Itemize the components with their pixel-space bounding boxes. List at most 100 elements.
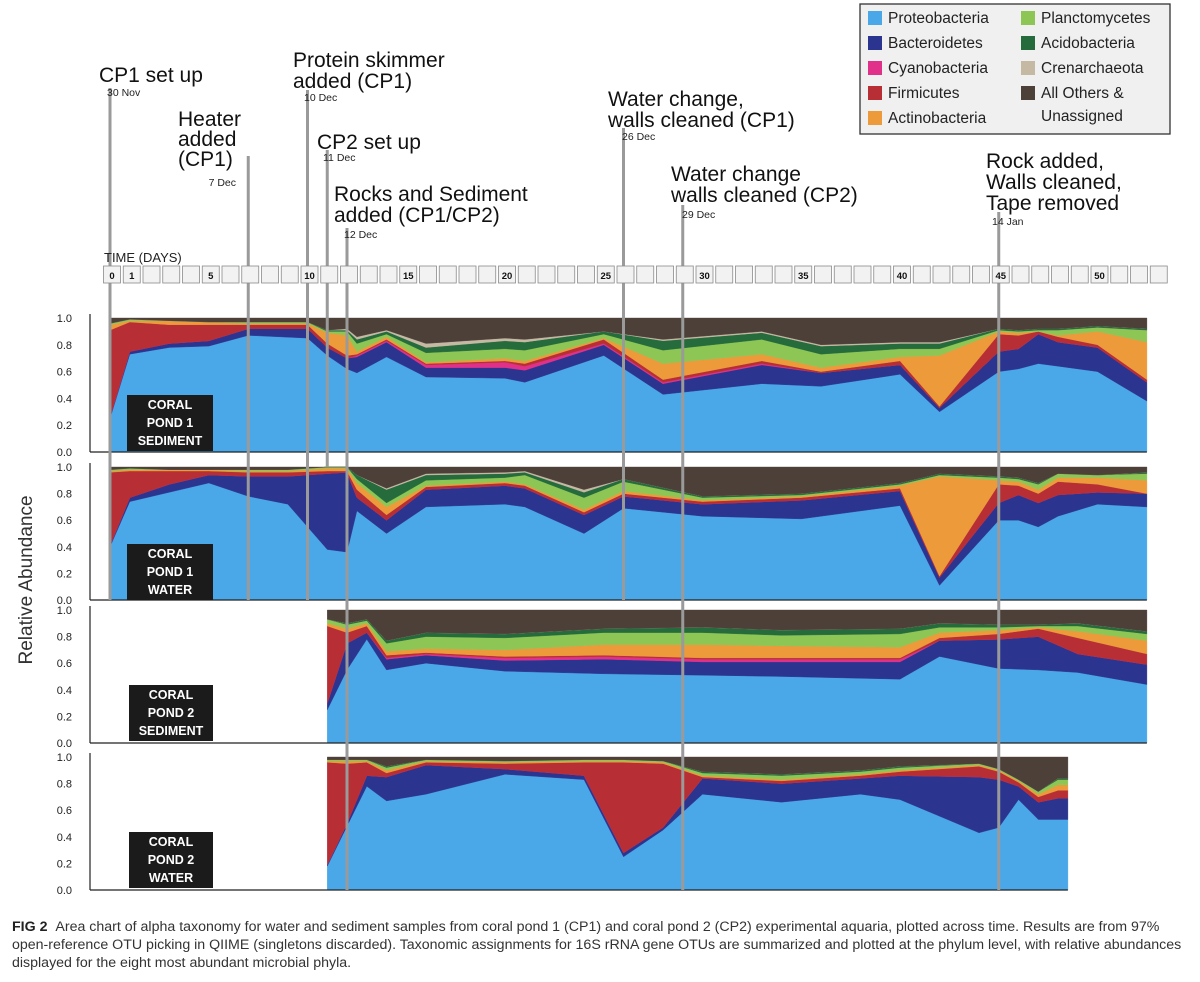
panel-label-line: CORAL (149, 688, 194, 702)
time-axis-day-box (774, 265, 793, 284)
panel-label-line: WATER (148, 583, 192, 597)
legend-label: Cyanobacteria (888, 60, 988, 77)
panel-label-box (129, 685, 213, 741)
time-axis-day-box (577, 265, 595, 284)
event-label-line: (CP1) (178, 148, 233, 171)
time-axis-day-box (537, 265, 556, 284)
event-label-line: CP2 set up (317, 131, 421, 154)
time-axis-day-box (261, 265, 279, 284)
event-label-line: Rocks and Sediment (334, 183, 528, 206)
time-axis-tick-label: 40 (897, 271, 908, 282)
time-axis-tick-label: 0 (109, 271, 114, 282)
time-axis-day-box (735, 265, 753, 284)
legend: Proteobacteria Bacteroidetes Cyanobacteria… (859, 3, 1171, 135)
y-tick-label: 0.2 (57, 568, 72, 580)
time-axis-day-box (794, 265, 813, 284)
y-tick-label: 0.0 (57, 738, 72, 750)
time-axis-day-box (182, 265, 200, 284)
time-axis-tick-label: 20 (502, 271, 513, 282)
time-axis-day-box (1090, 265, 1109, 284)
legend-box (859, 3, 1171, 135)
legend-label: Bacteroidetes (888, 35, 983, 52)
y-tick-label: 0.0 (57, 885, 72, 897)
time-axis-day-box (1130, 265, 1148, 284)
time-axis-day-box (103, 265, 121, 284)
panel-label-box (129, 832, 213, 888)
legend-label: Firmicutes (888, 85, 960, 102)
time-axis-day-box (754, 265, 773, 284)
event-date: 10 Dec (304, 92, 337, 104)
event-date: 7 Dec (209, 177, 236, 189)
time-axis-day-box (498, 265, 516, 284)
time-axis-label: TIME (DAYS) (104, 250, 182, 265)
time-axis-day-box (695, 265, 714, 284)
time-axis-tick-label: 15 (403, 271, 414, 282)
panel-label-line: SEDIMENT (139, 724, 204, 738)
time-axis-tick-label: 10 (304, 271, 315, 282)
legend-item-bacteroidetes: Bacteroidetes (868, 35, 983, 52)
time-axis-day-box (221, 265, 240, 284)
panel-label-line: POND 2 (148, 853, 195, 867)
time-axis-day-box (300, 265, 319, 284)
area-all-others-unassigned-panel-2 (109, 466, 1148, 497)
panel-label-line: SEDIMENT (138, 434, 203, 448)
panel-4: 1.0 0.8 0.6 0.4 0.2 0.0 CORAL POND 2 WATER (57, 752, 1069, 897)
y-tick-label: 0.0 (57, 595, 72, 607)
time-axis-tick-label: 45 (995, 271, 1006, 282)
panel-label-line: CORAL (148, 547, 193, 561)
time-axis-day-box (1110, 265, 1129, 284)
legend-item-actinobacteria: Actinobacteria (868, 110, 987, 127)
time-axis-day-box (517, 265, 536, 284)
time-axis-day-box (715, 265, 734, 284)
time-axis-day-box (656, 265, 674, 284)
panel-label-line: CORAL (148, 398, 193, 412)
time-axis-day-box (912, 265, 931, 284)
time-axis-day-box (379, 265, 398, 284)
time-axis-day-box (1011, 265, 1030, 284)
y-tick-label: 1.0 (57, 313, 72, 325)
time-axis-day-box (280, 265, 299, 284)
panel-1: 1.0 0.8 0.6 0.4 0.2 0.0 CORAL POND 1 SEDIMENT (57, 313, 1148, 459)
event-rock-added-walls-cleaned-tape-removed: Rock added,Walls cleaned,Tape removed14 … (986, 150, 1122, 228)
legend-swatch (868, 86, 882, 100)
figure-caption-label: FIG 2 (12, 919, 48, 935)
time-axis-day-box (438, 265, 457, 284)
time-axis-day-box (873, 265, 892, 284)
y-tick-label: 1.0 (57, 605, 72, 617)
legend-label: Acidobacteria (1041, 35, 1135, 52)
time-axis-day-box (340, 265, 358, 284)
event-label-line: Tape removed (986, 192, 1119, 215)
event-label-line: walls cleaned (CP1) (607, 109, 795, 132)
legend-item-all-others-unassigned: All Others & Unassigned (1021, 85, 1124, 125)
time-axis-tick-label: 35 (798, 271, 809, 282)
panel-2: 1.0 0.8 0.6 0.4 0.2 0.0 CORAL POND 1 WATER (57, 462, 1148, 607)
time-axis-day-box (972, 265, 990, 284)
event-label-line: CP1 set up (99, 64, 203, 87)
y-tick-label: 1.0 (57, 752, 72, 764)
event-label-line: added (178, 128, 236, 151)
legend-item-cyanobacteria: Cyanobacteria (868, 60, 988, 77)
panel-3: 1.0 0.8 0.6 0.4 0.2 0.0 CORAL POND 2 SEDIMENT (57, 605, 1148, 750)
event-date: 26 Dec (622, 131, 655, 143)
event-lines (108, 88, 1001, 890)
time-axis-day-box (1051, 265, 1069, 284)
time-axis: TIME (DAYS) 0 1 5 10 15 20 25 30 35 40 45 50 (103, 250, 1168, 284)
legend-label: Unassigned (1041, 108, 1123, 125)
y-tick-label: 0.4 (57, 685, 72, 697)
event-date: 29 Dec (682, 209, 715, 221)
legend-swatch (1021, 11, 1035, 25)
time-axis-day-box (991, 265, 1010, 284)
panel-label-line: POND 1 (147, 565, 194, 579)
figure-caption-text: Area chart of alpha taxonomy for water a… (12, 919, 1182, 971)
y-tick-label: 0.6 (57, 805, 72, 817)
legend-label: Proteobacteria (888, 10, 989, 27)
time-axis-day-box (1070, 265, 1089, 284)
legend-item-firmicutes: Firmicutes (868, 85, 960, 102)
time-axis-day-box (833, 265, 852, 284)
event-date: 12 Dec (344, 229, 377, 241)
